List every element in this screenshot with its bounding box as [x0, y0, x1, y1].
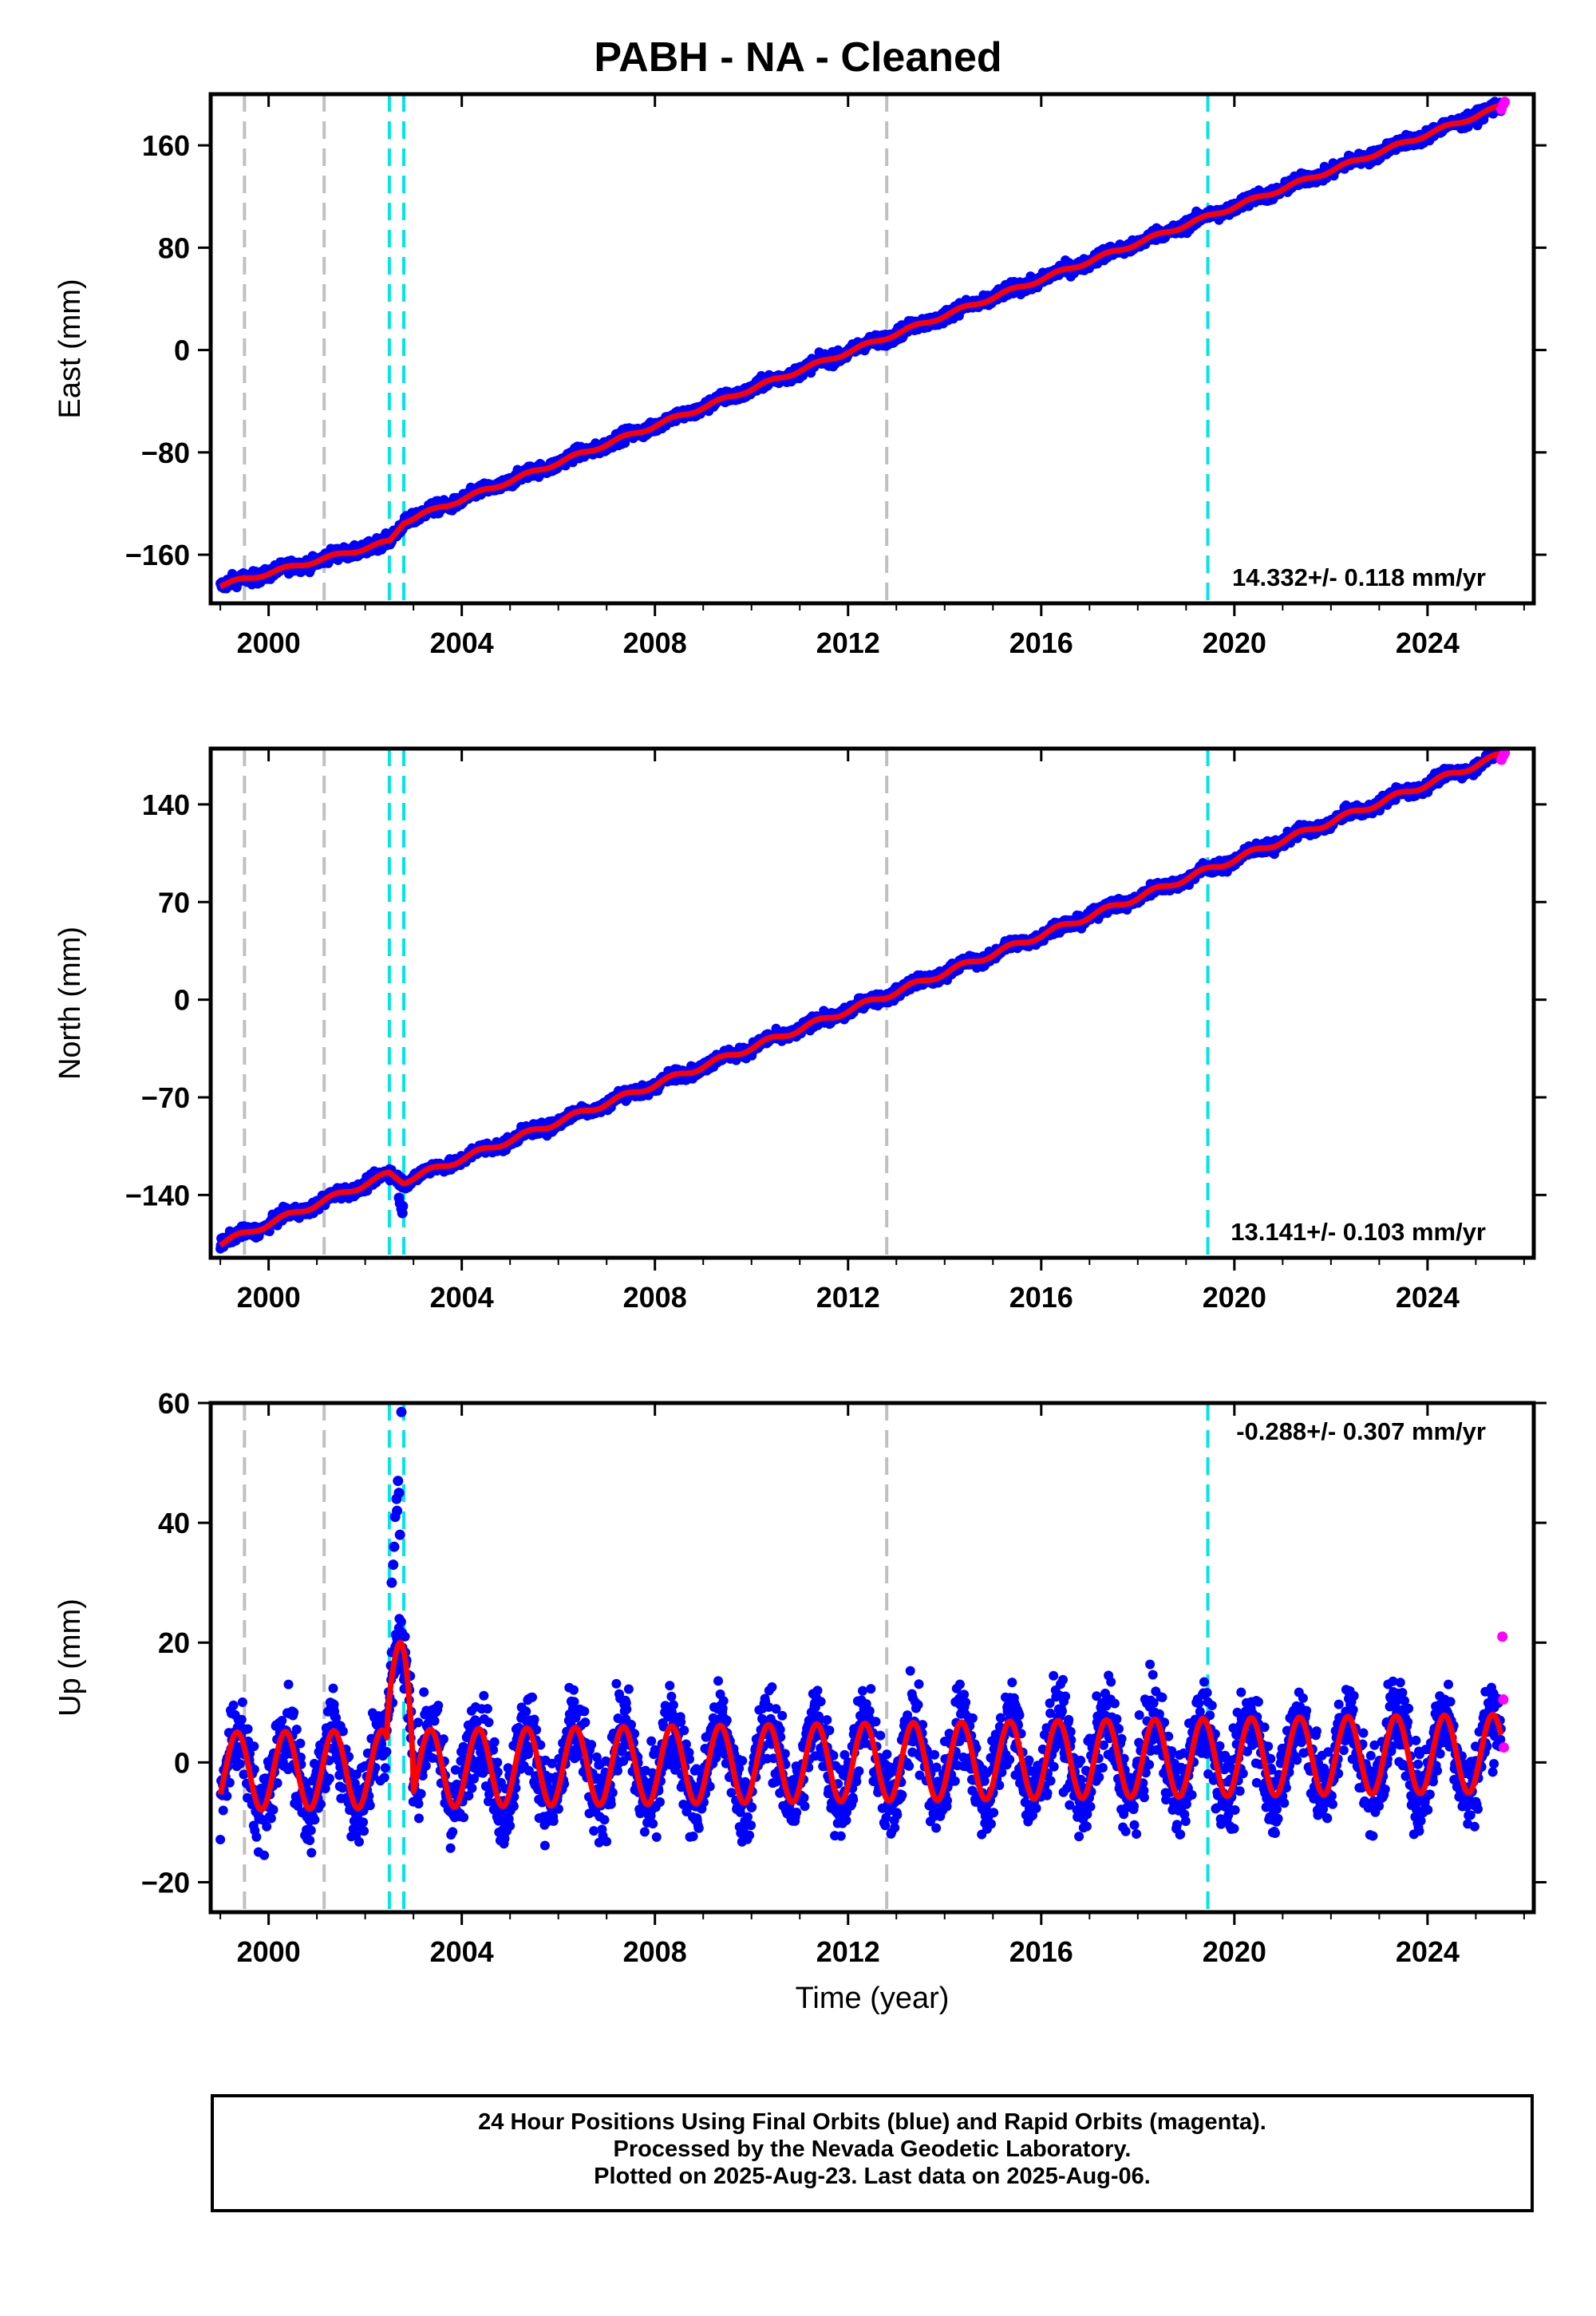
chart-title: PABH - NA - Cleaned [594, 34, 1002, 81]
y-tick-label: 80 [158, 231, 190, 264]
plot-area [215, 749, 1511, 1258]
velocity-label: 14.332+/- 0.118 mm/yr [1232, 563, 1486, 591]
panel-2: 2000 2004 2008 2012 2016 2020 2024−140−7007014… [53, 746, 1547, 1314]
y-tick-label: 0 [174, 334, 190, 367]
x-tick-label: 2012 [816, 626, 880, 659]
y-axis-label: East (mm) [53, 279, 87, 418]
plot-area [215, 94, 1511, 603]
x-tick-label: 2000 [237, 626, 301, 659]
y-tick-label: −160 [125, 539, 190, 571]
x-tick-label: 2024 [1396, 626, 1460, 659]
x-tick-label: 2004 [430, 626, 494, 659]
y-tick-label: −80 [141, 437, 190, 469]
y-tick-label: 160 [142, 129, 190, 162]
x-tick-label: 2020 [1203, 626, 1266, 659]
x-tick-label: 2008 [623, 626, 687, 659]
panel-1: 2000 2004 2008 2012 2016 2020 2024 −160 −80 0 80 16… [53, 92, 1547, 659]
final-orbit-points [215, 749, 1506, 1254]
rapid-orbit-point [1499, 97, 1511, 108]
x-tick-label: 2016 [1009, 626, 1073, 659]
